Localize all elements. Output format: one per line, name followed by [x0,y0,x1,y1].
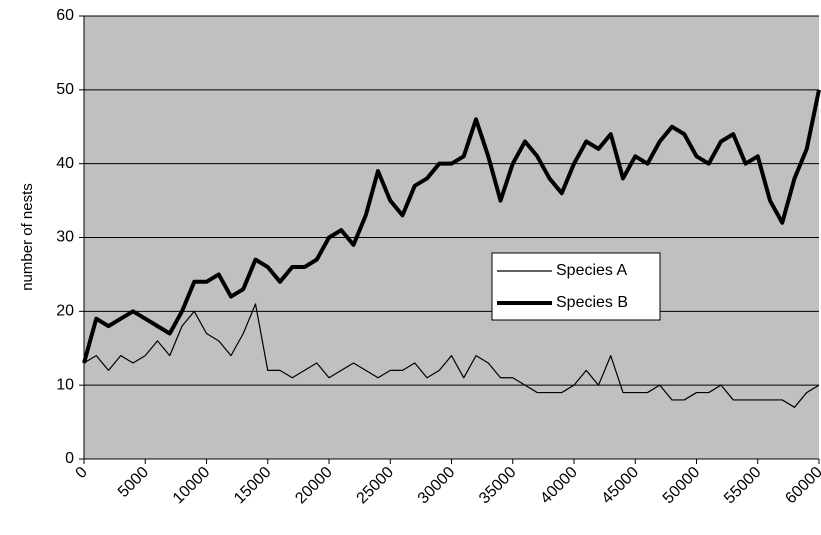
x-tick-label: 50000 [660,464,704,508]
legend-label: Species A [556,262,627,279]
y-tick-label: 60 [56,7,74,24]
y-tick-label: 50 [56,81,74,98]
y-tick-label: 20 [56,303,74,320]
legend-label: Species B [556,294,628,311]
x-tick-label: 30000 [415,464,459,508]
y-tick-label: 40 [56,155,74,172]
x-tick-label: 10000 [170,464,214,508]
x-tick-label: 40000 [537,464,581,508]
y-tick-label: 30 [56,229,74,246]
x-tick-label: 20000 [292,464,336,508]
y-axis-label: number of nests [19,183,36,291]
y-tick-label: 0 [65,450,74,467]
legend-box [491,252,661,321]
series-line [82,89,821,364]
x-tick-label: 60000 [782,464,821,508]
x-tick-label: 45000 [599,464,643,508]
x-tick-label: 15000 [231,464,275,508]
x-tick-label: 0 [73,464,91,482]
y-tick-label: 10 [56,376,74,393]
x-tick-label: 25000 [354,464,398,508]
x-tick-label: 55000 [721,464,765,508]
x-tick-label: 35000 [476,464,520,508]
x-tick-label: 5000 [115,464,152,501]
series-line [83,303,820,408]
